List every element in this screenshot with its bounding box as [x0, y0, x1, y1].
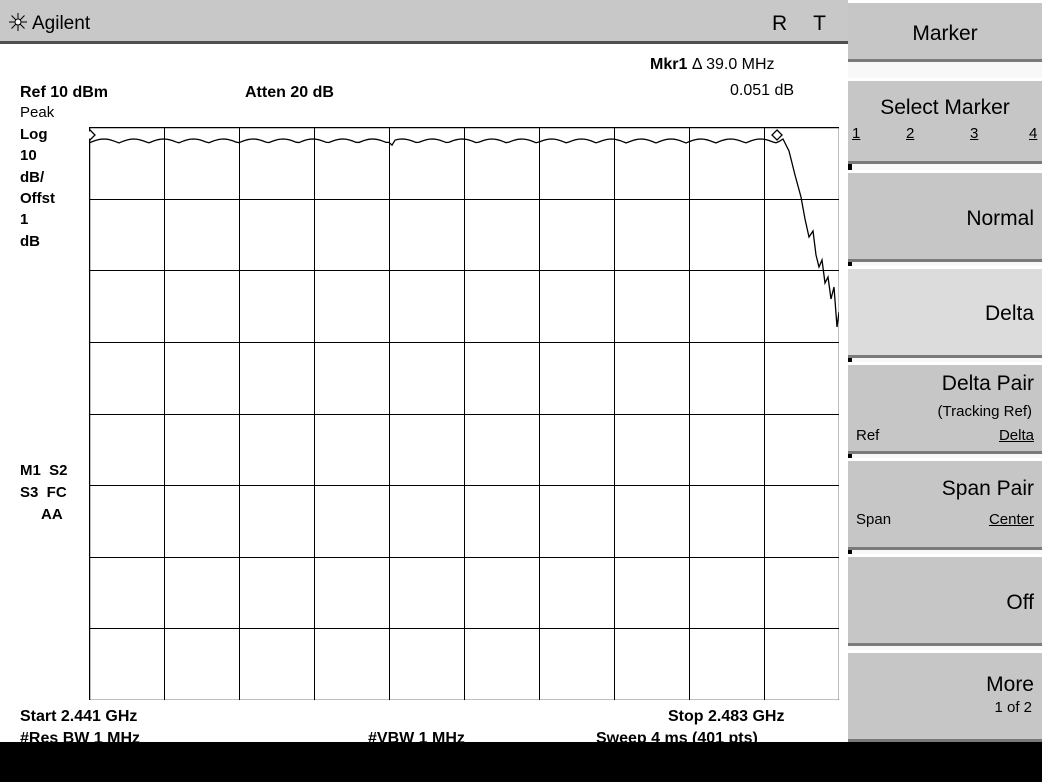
span-pair-span-option: Span: [856, 511, 892, 528]
scale-unit: dB/: [20, 169, 45, 186]
marker-readout-freq: Mkr1 Δ 39.0 MHz: [650, 56, 775, 74]
off-label: Off: [1006, 591, 1034, 614]
off-key[interactable]: Off: [848, 554, 1042, 646]
scale-value: 10: [20, 147, 37, 164]
delta-label: Delta: [984, 302, 1034, 325]
brand-name: Agilent: [32, 13, 91, 34]
message-bar: [0, 742, 1042, 782]
status-line-2: S3 FC: [20, 484, 67, 501]
brand: Agilent: [8, 12, 90, 35]
status-line-3: AA: [41, 506, 63, 523]
span-pair-label: Span Pair: [941, 477, 1034, 500]
delta-pair-delta-option: Delta: [998, 427, 1034, 444]
normal-label: Normal: [966, 207, 1034, 230]
span-pair-key[interactable]: Span Pair Span Center: [848, 458, 1042, 550]
menu-title-label: Marker: [912, 22, 978, 45]
offset-label: Offst: [20, 190, 55, 207]
delta-symbol: Δ: [691, 56, 702, 73]
trace-plot: 1R1: [89, 127, 839, 700]
status-t: T: [813, 12, 826, 35]
status-r: R: [772, 12, 788, 35]
delta-marker-diamond: [771, 129, 783, 141]
softkey-panel: Marker Select Marker 1 2 3 4 Normal Delt…: [848, 0, 1042, 742]
marker-option-2[interactable]: 2: [906, 125, 915, 142]
offset-unit: dB: [20, 233, 40, 250]
marker-option-1[interactable]: 1: [852, 125, 861, 142]
scale-type: Log: [20, 126, 48, 143]
trace-line: [89, 138, 839, 328]
offset-value: 1: [20, 211, 29, 228]
select-marker-key[interactable]: Select Marker 1 2 3 4: [848, 78, 1042, 164]
status-line-1: M1 S2: [20, 462, 68, 479]
marker-label: Mkr1: [650, 56, 688, 73]
marker-readout-value: 0.051 dB: [730, 82, 795, 99]
marker-option-4[interactable]: 4: [1029, 125, 1038, 142]
more-page-indicator: 1 of 2: [994, 699, 1032, 716]
attenuation: Atten 20 dB: [245, 84, 334, 101]
graticule: 1R1: [89, 127, 839, 700]
marker-option-3[interactable]: 3: [970, 125, 979, 142]
reference-marker-diamond: [89, 129, 96, 141]
delta-pair-ref-option: Ref: [856, 427, 880, 444]
delta-pair-key[interactable]: Delta Pair (Tracking Ref) Ref Delta: [848, 362, 1042, 454]
stop-frequency: Stop 2.483 GHz: [668, 708, 785, 725]
start-frequency: Start 2.441 GHz: [20, 708, 138, 725]
delta-key[interactable]: Delta: [848, 266, 1042, 358]
delta-pair-subtitle: (Tracking Ref): [937, 403, 1032, 420]
normal-key[interactable]: Normal: [848, 170, 1042, 262]
menu-title: Marker: [848, 0, 1042, 62]
delta-pair-label: Delta Pair: [941, 372, 1034, 395]
select-marker-label: Select Marker: [880, 96, 1010, 119]
span-pair-center-option: Center: [988, 511, 1034, 528]
ref-level: Ref 10 dBm: [20, 84, 109, 101]
agilent-spark-icon: [9, 13, 27, 31]
more-key[interactable]: More 1 of 2: [848, 650, 1042, 742]
detector-label: Peak: [20, 104, 55, 121]
marker-frequency: 39.0 MHz: [706, 56, 775, 73]
more-label: More: [986, 673, 1034, 696]
